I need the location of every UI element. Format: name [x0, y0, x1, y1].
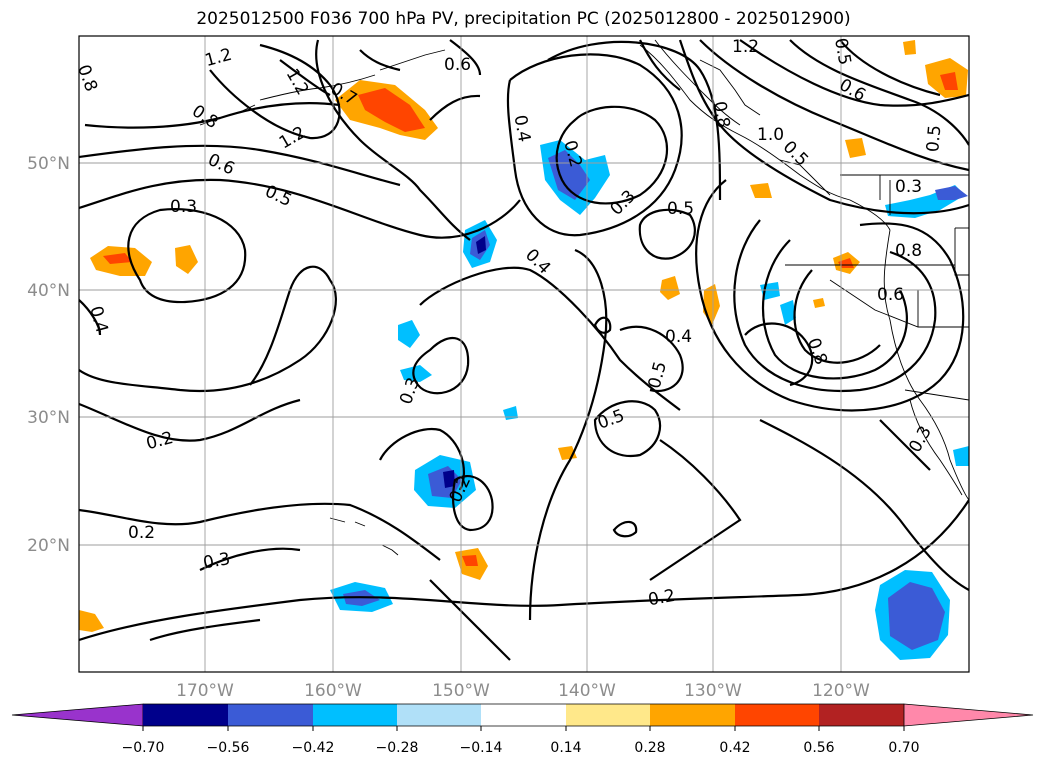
- contour-label: 0.5: [667, 199, 694, 219]
- colorbar-bin: [735, 704, 819, 726]
- colorbar-bin: [228, 704, 313, 726]
- lon-label-160w: 160°W: [304, 681, 362, 701]
- colorbar-label: 0.70: [888, 740, 919, 756]
- graticule: [79, 36, 969, 672]
- contour-label: 0.3: [202, 549, 232, 573]
- colorbar-bin: [143, 704, 228, 726]
- contour-label: 0.3: [895, 177, 922, 197]
- contour-label: 0.4: [665, 327, 692, 347]
- colorbar-label: −0.14: [460, 740, 503, 756]
- lat-label-20n: 20°N: [27, 536, 70, 556]
- lon-label-150w: 150°W: [432, 681, 490, 701]
- contour-label: 0.8: [709, 100, 733, 130]
- contour-label: 0.2: [647, 586, 677, 610]
- lon-label-170w: 170°W: [176, 681, 234, 701]
- colorbar-label: −0.56: [207, 740, 250, 756]
- precip-positive-areas: [79, 40, 968, 632]
- contour-label: 1.0: [757, 125, 784, 145]
- colorbar-extend-low: [11, 703, 144, 727]
- colorbar-bin: [566, 704, 650, 726]
- map-title: 2025012500 F036 700 hPa PV, precipitatio…: [196, 9, 851, 29]
- colorbar-bin: [481, 704, 566, 726]
- colorbar-bin: [397, 704, 481, 726]
- coastlines: [199, 39, 969, 556]
- contour-label: 0.8: [895, 241, 922, 261]
- contour-label: 1.2: [732, 37, 759, 57]
- colorbar-label: 0.28: [634, 740, 665, 756]
- colorbar-label: 0.42: [719, 740, 750, 756]
- lon-label-130w: 130°W: [684, 681, 742, 701]
- colorbar-label: −0.42: [292, 740, 335, 756]
- colorbar-label: 0.56: [803, 740, 834, 756]
- lat-label-50n: 50°N: [27, 154, 70, 174]
- colorbar-bin: [819, 704, 904, 726]
- lon-label-120w: 120°W: [812, 681, 870, 701]
- pv-contours: [79, 39, 969, 661]
- lat-label-30n: 30°N: [27, 408, 70, 428]
- colorbar-extend-high: [903, 703, 1034, 727]
- lat-label-40n: 40°N: [27, 281, 70, 301]
- contour-label: 0.6: [877, 285, 904, 305]
- contour-label: 0.5: [830, 37, 854, 67]
- lon-label-140w: 140°W: [558, 681, 616, 701]
- colorbar-label: −0.70: [122, 740, 165, 756]
- plot-area: [79, 36, 969, 672]
- colorbar: −0.70 −0.56 −0.42 −0.28 −0.14 0.14 0.28 …: [11, 703, 1034, 756]
- contour-label: 0.3: [170, 197, 197, 217]
- plot-frame: [78, 35, 970, 673]
- contour-label: 0.4: [510, 114, 534, 144]
- contour-label: 0.5: [923, 124, 945, 153]
- contour-label: 0.8: [73, 62, 101, 94]
- colorbar-bin: [650, 704, 735, 726]
- colorbar-label: 0.14: [550, 740, 581, 756]
- contour-label: 0.6: [444, 55, 471, 75]
- colorbar-bin: [313, 704, 397, 726]
- lat-tick-labels: 50°N 40°N 30°N 20°N: [27, 154, 70, 556]
- contour-label: 0.2: [128, 523, 155, 543]
- colorbar-label: −0.28: [376, 740, 419, 756]
- lon-tick-labels: 170°W 160°W 150°W 140°W 130°W 120°W: [176, 681, 870, 701]
